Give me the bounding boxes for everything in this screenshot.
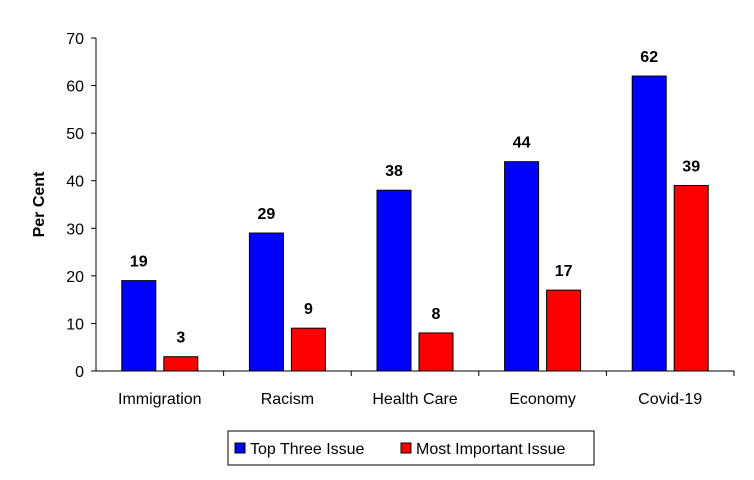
data-labels: 19 3 29 9 38 8 44 17 62 39 <box>130 49 700 347</box>
data-label: 8 <box>432 306 441 323</box>
y-tick-label: 10 <box>66 316 84 333</box>
data-label: 17 <box>555 263 573 280</box>
y-tick-label: 0 <box>75 364 84 381</box>
axis-layer <box>95 38 734 372</box>
bar-top-three <box>121 280 157 372</box>
legend-label: Top Three Issue <box>250 441 365 458</box>
y-axis-title: Per Cent <box>31 171 48 237</box>
x-category-label: Immigration <box>118 391 202 408</box>
x-category-label: Health Care <box>372 391 457 408</box>
data-label: 62 <box>640 49 658 66</box>
y-ticks: 0 10 20 30 40 50 60 70 <box>66 31 735 381</box>
legend-swatch <box>400 442 412 454</box>
bar-most-important <box>418 332 454 372</box>
y-tick-label: 30 <box>66 221 84 238</box>
bar-most-important <box>546 289 582 372</box>
bar-top-three <box>248 232 284 372</box>
category-labels: Immigration Racism Health Care Economy Covid… <box>118 391 702 408</box>
x-category-label: Racism <box>261 391 314 408</box>
legend-swatch <box>234 442 246 454</box>
bar-most-important <box>673 184 709 372</box>
y-tick-label: 40 <box>66 174 84 191</box>
legend-label: Most Important Issue <box>416 441 565 458</box>
y-tick-label: 50 <box>66 126 84 143</box>
data-label: 44 <box>513 135 531 152</box>
y-tick-label: 60 <box>66 79 84 96</box>
data-label: 3 <box>176 330 185 347</box>
x-category-label: Covid-19 <box>638 391 702 408</box>
x-category-label: Economy <box>509 391 576 408</box>
bar-top-three <box>504 161 540 372</box>
y-tick-label: 70 <box>66 31 84 48</box>
data-label: 9 <box>304 301 313 318</box>
data-label: 19 <box>130 254 148 271</box>
bars <box>121 75 709 372</box>
bar-top-three <box>376 189 412 372</box>
bar-most-important <box>290 327 326 372</box>
legend: Top Three Issue Most Important Issue <box>227 430 595 466</box>
data-label: 38 <box>385 163 403 180</box>
bar-most-important <box>163 356 199 372</box>
y-tick-label: 20 <box>66 269 84 286</box>
data-label: 39 <box>682 158 700 175</box>
data-label: 29 <box>258 206 276 223</box>
bar-top-three <box>631 75 667 372</box>
